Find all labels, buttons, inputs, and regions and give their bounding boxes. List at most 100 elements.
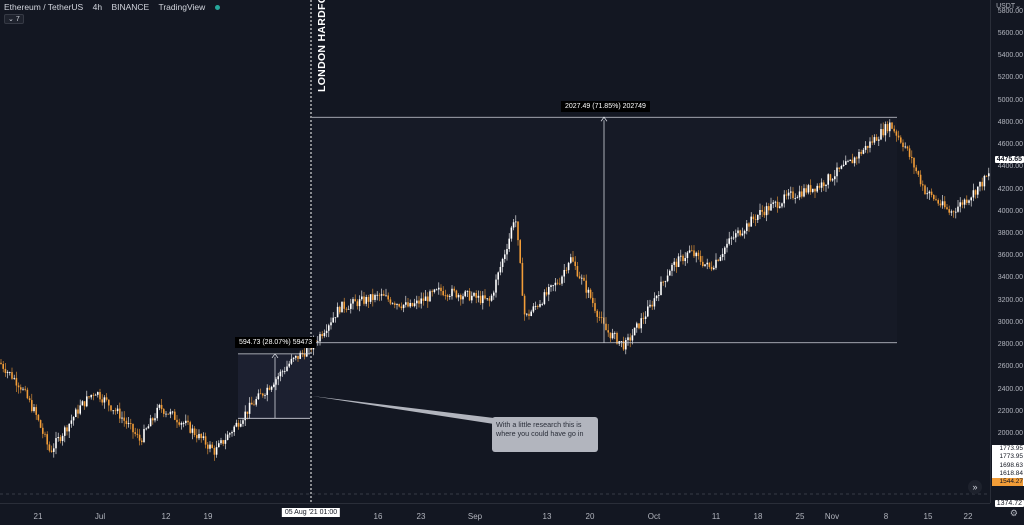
- candle-body: [237, 422, 240, 427]
- candle-body: [559, 283, 561, 285]
- candle-body: [72, 417, 75, 421]
- candle-body: [600, 317, 603, 319]
- candle-body: [620, 341, 623, 342]
- candle-body: [240, 423, 242, 427]
- candle-body: [655, 295, 658, 299]
- candle-body: [807, 185, 810, 193]
- indicators-collapse-button[interactable]: ⌄ 7: [4, 14, 24, 24]
- candle-body: [215, 447, 218, 455]
- candle-body: [842, 164, 845, 166]
- candle-body: [537, 306, 539, 307]
- chart-area[interactable]: Ethereum / TetherUS 4h BINANCE TradingVi…: [0, 0, 990, 503]
- candle-body: [468, 290, 471, 301]
- time-scale[interactable]: 21 Jul 12 19 16 23 Sep 13 20 Oct 11 18 25 Nov 8 15 22: [0, 503, 990, 525]
- candle-body: [279, 371, 282, 377]
- candle-body: [515, 221, 517, 223]
- interval-label[interactable]: 4h: [92, 2, 103, 12]
- candle-body: [94, 394, 97, 396]
- candle-body: [770, 203, 772, 211]
- candle-body: [442, 291, 444, 296]
- candle-body: [341, 301, 343, 313]
- candle-body: [361, 296, 363, 300]
- candle-body: [363, 296, 365, 304]
- price-scale[interactable]: USDT⌄ 5800.00 5600.00 5400.00 5200.00 5000.0…: [990, 0, 1024, 507]
- candle-body: [86, 396, 88, 407]
- candle-body: [418, 300, 420, 304]
- candle-body: [730, 237, 733, 239]
- symbol-name[interactable]: Ethereum / TetherUS: [4, 2, 84, 12]
- candle-body: [479, 295, 482, 304]
- candle-body: [81, 401, 84, 406]
- candle-body: [979, 181, 981, 187]
- scale-label: 1773.95: [999, 453, 1024, 461]
- candle-body: [508, 238, 510, 250]
- candle-body: [981, 181, 983, 187]
- candle-body: [211, 444, 213, 448]
- scroll-to-realtime-button[interactable]: »: [968, 480, 982, 494]
- candle-body: [858, 151, 860, 159]
- candle-body: [768, 206, 770, 211]
- candle-body: [372, 294, 374, 300]
- candle-body: [565, 269, 568, 271]
- candle-body: [57, 437, 59, 439]
- candle-body: [114, 410, 117, 412]
- candle-body: [875, 137, 878, 141]
- candle-body: [11, 372, 13, 379]
- candle-body: [394, 303, 396, 305]
- candle-body: [356, 301, 359, 307]
- time-tick: 20: [585, 512, 595, 521]
- candle-body: [156, 407, 158, 419]
- candle-body: [407, 302, 409, 307]
- candle-body: [772, 202, 774, 204]
- candle-body: [53, 448, 55, 452]
- candle-body: [961, 202, 964, 205]
- candle-body: [486, 298, 488, 300]
- time-tick: 21: [33, 512, 43, 521]
- gear-icon[interactable]: ⚙: [1009, 508, 1018, 518]
- candle-body: [543, 292, 546, 304]
- candle-body: [290, 358, 293, 364]
- candle-body: [935, 199, 937, 201]
- price-tick: 2400.00: [997, 385, 1023, 393]
- candle-body: [757, 214, 759, 220]
- candle-body: [851, 159, 854, 164]
- callout-note[interactable]: With a little research this is where you…: [492, 417, 598, 452]
- candle-body: [398, 304, 400, 307]
- candle-body: [233, 426, 235, 432]
- time-tick: 16: [373, 512, 383, 521]
- measure-small-label[interactable]: 594.73 (28.07%) 59473: [235, 337, 317, 348]
- candle-body: [20, 387, 22, 390]
- candle-body: [893, 128, 895, 132]
- candle-body: [922, 184, 924, 186]
- candle-body: [988, 173, 990, 177]
- candle-body: [517, 221, 519, 241]
- candle-body: [673, 261, 675, 265]
- symbol-legend[interactable]: Ethereum / TetherUS 4h BINANCE TradingVi…: [4, 2, 227, 12]
- candle-body: [625, 340, 627, 350]
- candle-body: [897, 135, 900, 138]
- candle-body: [873, 137, 876, 143]
- candle-body: [46, 434, 48, 445]
- price-chart[interactable]: [0, 0, 990, 503]
- candle-body: [831, 179, 834, 181]
- candle-body: [790, 191, 792, 193]
- candle-body: [493, 292, 495, 296]
- currency-label[interactable]: USDT⌄: [996, 3, 1021, 10]
- candle-body: [127, 423, 130, 425]
- candle-body: [506, 249, 508, 255]
- candle-body: [253, 404, 255, 406]
- candle-body: [61, 435, 64, 442]
- candle-body: [303, 353, 306, 357]
- candle-body: [792, 191, 794, 199]
- candle-body: [44, 433, 46, 435]
- candle-body: [594, 303, 596, 311]
- candle-body: [125, 420, 128, 425]
- candle-body: [662, 281, 664, 283]
- event-label[interactable]: LONDON HARDFORK: [316, 0, 328, 92]
- candle-body: [180, 423, 183, 425]
- candle-body: [416, 300, 418, 304]
- candle-body: [378, 294, 381, 296]
- measure-large-label[interactable]: 2027.49 (71.85%) 202749: [561, 101, 650, 112]
- price-tick: 3000.00: [997, 318, 1023, 326]
- candle-body: [627, 337, 629, 341]
